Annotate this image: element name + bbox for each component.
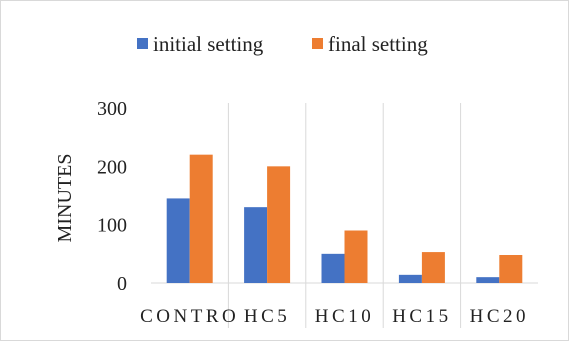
x-tick-label: HC15 — [392, 306, 451, 327]
y-axis-title: MINUTES — [54, 154, 76, 243]
bar-initial-hc5 — [244, 207, 268, 283]
x-tick-label: CONTRO — [140, 306, 239, 327]
legend-swatch-final — [312, 38, 323, 49]
y-tick-label: 0 — [117, 273, 127, 295]
legend-label-final: final setting — [328, 32, 428, 56]
x-tick-label: HC20 — [470, 306, 529, 327]
bar-chart: initial setting final setting 0100200300 … — [54, 32, 538, 328]
bars — [166, 154, 523, 283]
legend-label-initial: initial setting — [153, 32, 264, 56]
bar-initial-hc20 — [476, 277, 500, 283]
bar-initial-hc15 — [398, 274, 422, 283]
x-tick-label: HC10 — [315, 306, 374, 327]
bar-final-hc5 — [267, 166, 291, 283]
y-tick-label: 300 — [97, 98, 127, 120]
y-axis-ticks: 0 100 200 300 — [97, 98, 127, 295]
bar-final-hc15 — [421, 252, 445, 283]
y-tick-label: 100 — [97, 215, 127, 237]
bar-final-hc10 — [344, 230, 368, 283]
legend: initial setting final setting — [137, 32, 428, 56]
x-tick-label: HC5 — [244, 306, 290, 327]
x-axis-labels: CONTRO HC5 HC10 HC15 HC20 — [140, 306, 529, 327]
bar-final-control — [189, 154, 213, 283]
bar-initial-hc10 — [321, 253, 345, 283]
y-tick-label: 200 — [97, 156, 127, 178]
bar-final-hc20 — [499, 255, 523, 283]
bar-initial-control — [166, 198, 190, 283]
legend-swatch-initial — [137, 38, 148, 49]
